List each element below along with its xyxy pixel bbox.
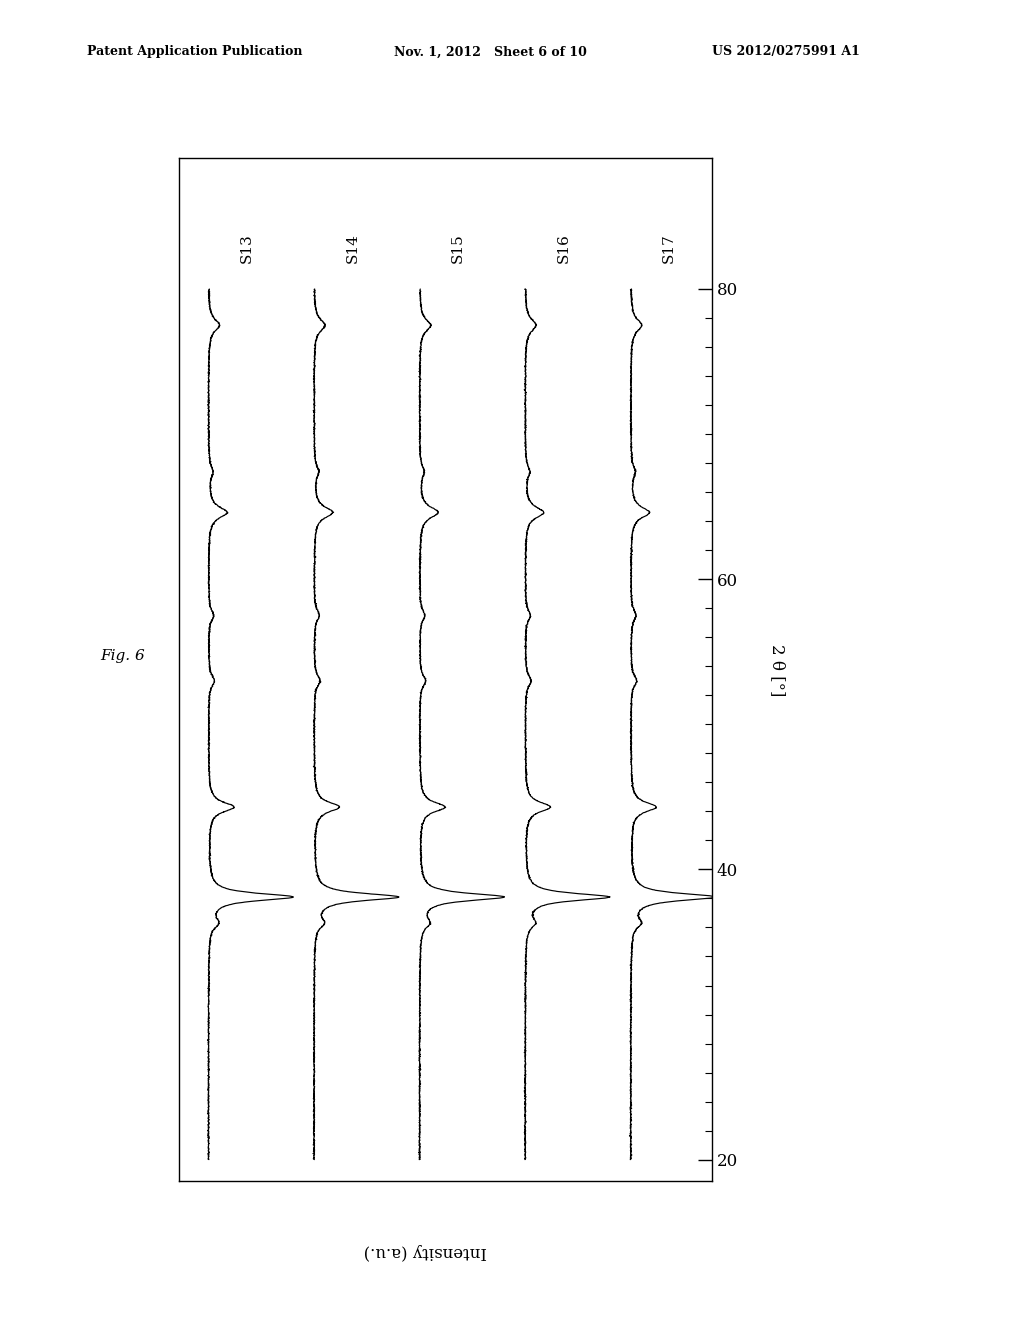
Text: Patent Application Publication: Patent Application Publication [87, 45, 302, 58]
Text: S16: S16 [557, 234, 570, 263]
Text: S14: S14 [345, 234, 359, 263]
Text: US 2012/0275991 A1: US 2012/0275991 A1 [712, 45, 859, 58]
Y-axis label: 2 θ [°]: 2 θ [°] [769, 644, 786, 696]
Text: Nov. 1, 2012   Sheet 6 of 10: Nov. 1, 2012 Sheet 6 of 10 [394, 45, 587, 58]
Text: S13: S13 [240, 234, 254, 263]
Text: S17: S17 [663, 234, 676, 263]
Text: Intensity (a.u.): Intensity (a.u.) [364, 1243, 486, 1259]
Text: Fig. 6: Fig. 6 [100, 649, 145, 663]
Text: S15: S15 [451, 234, 465, 263]
